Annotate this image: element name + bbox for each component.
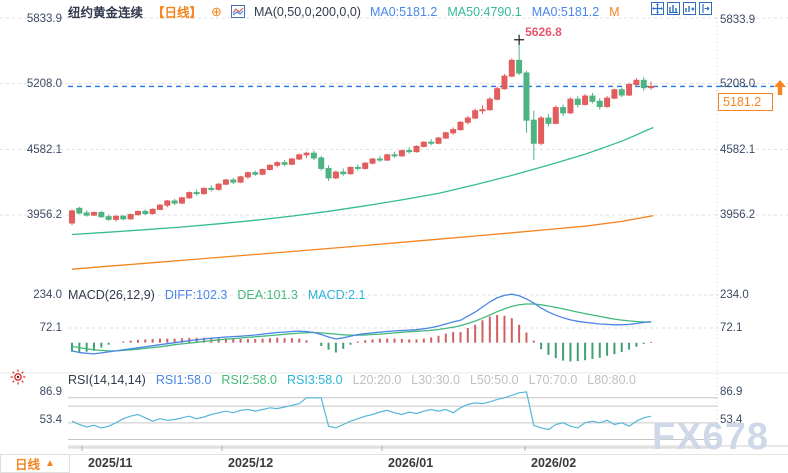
ma-value: MA0:5181.2 xyxy=(369,4,438,19)
rsi-value: L80:80.0 xyxy=(587,373,636,387)
current-price-tag: 5181.2 xyxy=(718,93,773,111)
indicator-icon[interactable] xyxy=(230,5,245,18)
pan-icon[interactable] xyxy=(651,2,664,15)
chart-header: 纽约黄金连续 【日线】 ⊕ MA(0,50,0,200,0,0) MA0:518… xyxy=(68,2,630,21)
left-axis-label: 3956.2 xyxy=(26,209,62,221)
right-axis-label: 53.4 xyxy=(720,414,743,426)
rsi-value: RSI1:58.0 xyxy=(155,373,212,387)
zoom-out-chart-icon[interactable] xyxy=(667,2,680,15)
right-axis-label: 5208.0 xyxy=(720,78,756,90)
date-label: 2025/11 xyxy=(88,456,133,470)
right-axis-label: 86.9 xyxy=(720,386,743,398)
right-axis-label: 72.1 xyxy=(720,322,743,334)
bottom-bar xyxy=(0,454,788,473)
ma-settings-label: MA(0,50,0,200,0,0) xyxy=(253,4,361,19)
date-label: 2026/02 xyxy=(531,456,577,470)
instrument-title: 纽约黄金连续 xyxy=(68,6,144,20)
macd-value: DIFF:102.3 xyxy=(164,288,228,302)
rsi-value: L70:70.0 xyxy=(528,373,578,387)
right-axis-label: 3956.2 xyxy=(720,209,756,221)
watermark: FX678 xyxy=(652,416,769,458)
period-selector-label: 日线 xyxy=(15,458,41,472)
page-forward-icon[interactable] xyxy=(699,2,712,15)
left-axis-label: 72.1 xyxy=(39,322,62,334)
zoom-in-chart-icon[interactable] xyxy=(683,2,696,15)
ma-value: MA50:4790.1 xyxy=(447,4,522,19)
rsi-value: L20:20.0 xyxy=(352,373,402,387)
macd-value: MACD:2.1 xyxy=(307,288,366,302)
macd-legend: MACD(26,12,9) DIFF:102.3 DEA:101.3 MACD:2.… xyxy=(68,288,376,302)
right-axis-label: 234.0 xyxy=(720,289,749,301)
right-axis-label: 5833.9 xyxy=(720,14,756,26)
ma-value: M xyxy=(609,4,620,19)
rsi-name: RSI(14,14,14) xyxy=(68,373,146,387)
high-price-annotation: 5626.8 xyxy=(525,24,562,39)
rsi-value: RSI3:58.0 xyxy=(287,373,343,387)
left-axis-label: 86.9 xyxy=(39,386,62,398)
left-axis-label: 5208.0 xyxy=(26,78,62,90)
date-label: 2025/12 xyxy=(228,456,274,470)
period-up-arrow: ▲ xyxy=(45,458,55,469)
left-axis-label: 53.4 xyxy=(39,414,62,426)
left-axis-label: 4582.1 xyxy=(26,144,62,156)
left-axis-label: 5833.9 xyxy=(26,13,62,25)
date-label: 2026/01 xyxy=(388,456,434,470)
ma-value: MA0:5181.2 xyxy=(531,4,600,19)
add-compare-icon[interactable]: ⊕ xyxy=(211,3,222,19)
macd-name: MACD(26,12,9) xyxy=(68,288,155,302)
period-label: 【日线】 xyxy=(152,6,203,20)
rsi-value: L50:50.0 xyxy=(469,373,519,387)
hot-indicator-icon[interactable] xyxy=(9,368,27,386)
macd-value: DEA:101.3 xyxy=(237,288,298,302)
period-selector[interactable]: 日线 ▲ xyxy=(0,454,70,473)
price-arrow-marker[interactable] xyxy=(773,80,787,96)
ma-values: MA0:5181.2 MA50:4790.1 MA0:5181.2 M xyxy=(370,5,630,19)
left-axis-label: 234.0 xyxy=(33,289,62,301)
rsi-legend: RSI(14,14,14) RSI1:58.0 RSI2:58.0 RSI3:58.… xyxy=(68,373,646,387)
rsi-value: RSI2:58.0 xyxy=(221,373,278,387)
right-axis-label: 4582.1 xyxy=(720,144,756,156)
rsi-value: L30:30.0 xyxy=(411,373,460,387)
chart-toolbar xyxy=(651,2,712,15)
